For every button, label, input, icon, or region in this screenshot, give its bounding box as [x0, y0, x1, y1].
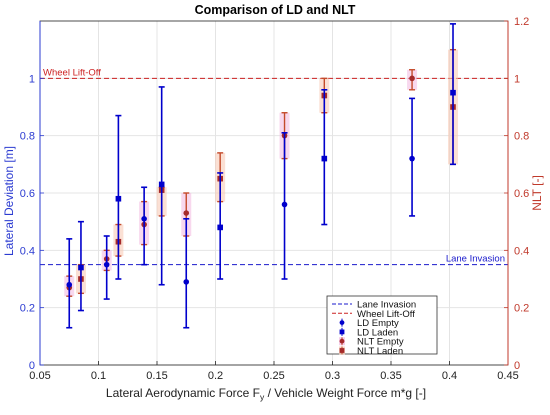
y-axis-label-right: NLT [-]	[530, 175, 544, 211]
x-axis-label-rest: / Vehicle Weight Force m*g [-]	[264, 386, 426, 400]
x-tick-label: 0.45	[497, 370, 518, 382]
nlt-empty-point	[183, 210, 190, 216]
ld-empty-point	[281, 201, 288, 208]
ld-laden-point	[217, 224, 223, 231]
y-tick-label-left: 0.4	[20, 245, 35, 257]
y-tick-label-right: 0.2	[514, 303, 529, 315]
y-tick-label-right: 0.6	[514, 188, 529, 200]
y-tick-label-right: 0.8	[514, 131, 529, 143]
y-tick-label-left: 0.6	[20, 188, 35, 200]
x-tick-label: 0.4	[442, 370, 457, 382]
y-tick-label-left: 0	[29, 360, 35, 372]
legend-label-nlt-empty: NLT Empty	[357, 337, 404, 348]
y-tick-label-right: 1	[514, 73, 520, 85]
legend-box	[326, 295, 438, 355]
ld-empty-point	[183, 279, 190, 285]
x-tick-label: 0.05	[29, 370, 50, 382]
legend-marker-nlt-laden	[339, 348, 345, 353]
wheel-lift-off-label: Wheel Lift-Off	[43, 67, 101, 78]
ld-laden-point	[78, 264, 84, 271]
legend-marker-ld-empty	[339, 320, 345, 325]
ld-laden-point	[115, 195, 122, 202]
x-tick-label: 0.1	[91, 370, 106, 382]
y-axis-label-left: Lateral Deviation [m]	[2, 146, 16, 256]
legend-marker-ld-laden	[339, 329, 345, 335]
legend-marker-nlt-empty	[339, 338, 345, 344]
data-marks	[64, 23, 459, 329]
legend-label-ld-laden: LD Laden	[357, 327, 398, 338]
x-tick-label: 0.3	[325, 370, 340, 382]
x-tick-label: 0.15	[146, 370, 167, 382]
y-tick-label-right: 0.4	[514, 245, 529, 257]
legend-label-nlt-laden: NLT Laden	[357, 346, 403, 357]
y-tick-label-left: 1	[29, 73, 35, 85]
chart-title: Comparison of LD and NLT	[195, 3, 356, 17]
x-axis-label: Lateral Aerodynamic Force Fy / Vehicle W…	[106, 386, 426, 402]
legend-label-wheel-lift-off: Wheel Lift-Off	[357, 309, 415, 320]
y-tick-label-right: 1.2	[514, 16, 529, 28]
nlt-empty-point	[409, 75, 415, 82]
x-tick-label: 0.25	[263, 370, 284, 382]
y-tick-label-left: 0.8	[20, 131, 35, 143]
ld-empty-point	[409, 155, 415, 162]
y-tick-label-right: 0	[514, 360, 520, 372]
reference-lines: Lane Invasion Wheel Lift-Off	[40, 67, 508, 266]
ld-laden-point	[321, 155, 328, 162]
legend-label-ld-empty: LD Empty	[357, 318, 399, 329]
lane-invasion-label: Lane Invasion	[446, 254, 505, 265]
ld-empty-point	[66, 281, 73, 288]
y-tick-label-left: 0.2	[20, 303, 35, 315]
ld-empty-point	[141, 216, 147, 222]
axes: 0.05 0.1 0.15 0.2 0.25 0.3 0.35 0.4 0.4500.20.40…	[20, 16, 530, 382]
x-tick-label: 0.2	[208, 370, 223, 382]
x-tick-label: 0.35	[380, 370, 401, 382]
x-axis-label-subscript: y	[260, 392, 265, 402]
legend-label-lane-invasion: Lane Invasion	[357, 300, 416, 311]
ld-laden-point	[158, 181, 165, 188]
ld-laden-point	[450, 89, 456, 96]
x-axis-label-main: Lateral Aerodynamic Force F	[106, 386, 260, 400]
ld-empty-point	[103, 261, 110, 268]
